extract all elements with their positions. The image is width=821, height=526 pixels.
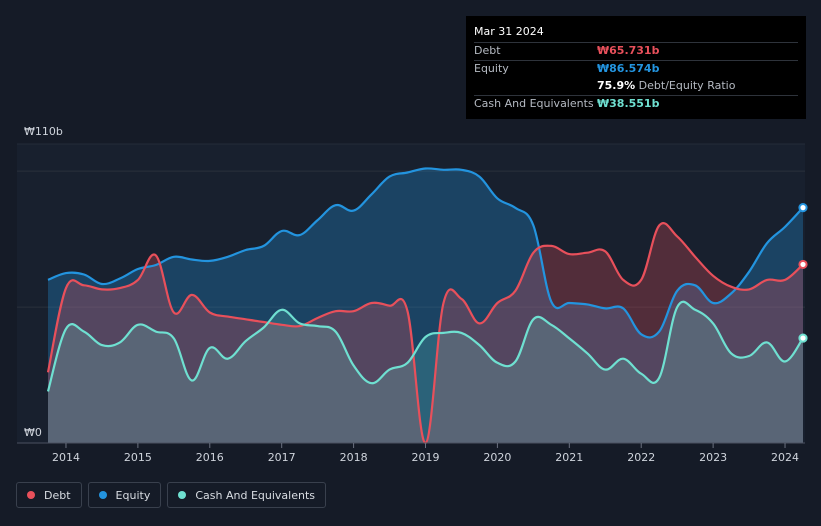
cash-area	[48, 301, 803, 443]
tooltip-ratio-suffix: Debt/Equity Ratio	[638, 79, 736, 92]
tooltip-date: Mar 31 2024	[474, 25, 544, 38]
x-tick-label-2021: 2021	[555, 451, 583, 464]
legend-label-equity: Equity	[115, 488, 151, 502]
cash-endpoint	[798, 333, 808, 343]
tooltip-equity-label: Equity	[474, 62, 509, 75]
cash-line	[46, 300, 804, 392]
x-tick-label-2015: 2015	[124, 451, 152, 464]
tooltip-ratio-value: 75.9%	[597, 79, 636, 92]
tooltip-equity-value: ₩86.574b	[597, 62, 660, 75]
legend-item-debt[interactable]: Debt	[16, 482, 82, 508]
y-tick-label-max: ₩110b	[24, 125, 63, 138]
y-tick-label-min: ₩0	[24, 426, 42, 439]
x-tick-label-2017: 2017	[268, 451, 296, 464]
tooltip-panel: Mar 31 2024 Debt ₩65.731b Equity ₩86.574…	[466, 16, 806, 119]
x-tick-label-2020: 2020	[483, 451, 511, 464]
tooltip-ratio-label	[474, 78, 597, 94]
tooltip-cash-value: ₩38.551b	[597, 97, 660, 110]
equity-line	[47, 167, 804, 339]
debt-dot-icon	[27, 491, 35, 499]
equity-dot-icon	[98, 491, 107, 499]
cash-dot-icon	[178, 491, 187, 499]
tooltip-cash-label: Cash And Equivalents	[474, 97, 594, 110]
legend-item-equity[interactable]: Equity	[87, 482, 162, 508]
x-tick-label-2014: 2014	[52, 451, 80, 464]
debt-area	[48, 223, 803, 444]
x-tick-label-2023: 2023	[699, 451, 727, 464]
equity-endpoint	[798, 203, 808, 213]
x-tick-label-2016: 2016	[196, 451, 224, 464]
x-tick-label-2024: 2024	[771, 451, 799, 464]
equity-area	[48, 168, 803, 444]
legend-label-cash: Cash And Equivalents	[195, 488, 315, 502]
x-tick-label-2018: 2018	[340, 451, 368, 464]
legend-label-debt: Debt	[44, 488, 71, 502]
x-tick-label-2022: 2022	[627, 451, 655, 464]
debt-endpoint	[798, 259, 808, 270]
legend: Debt Equity Cash And Equivalents	[16, 482, 326, 510]
x-tick-label-2019: 2019	[412, 451, 440, 464]
plot-background	[17, 144, 805, 443]
legend-item-cash[interactable]: Cash And Equivalents	[167, 482, 326, 508]
tooltip-debt-value: ₩65.731b	[597, 44, 660, 57]
tooltip-debt-label: Debt	[474, 44, 501, 57]
